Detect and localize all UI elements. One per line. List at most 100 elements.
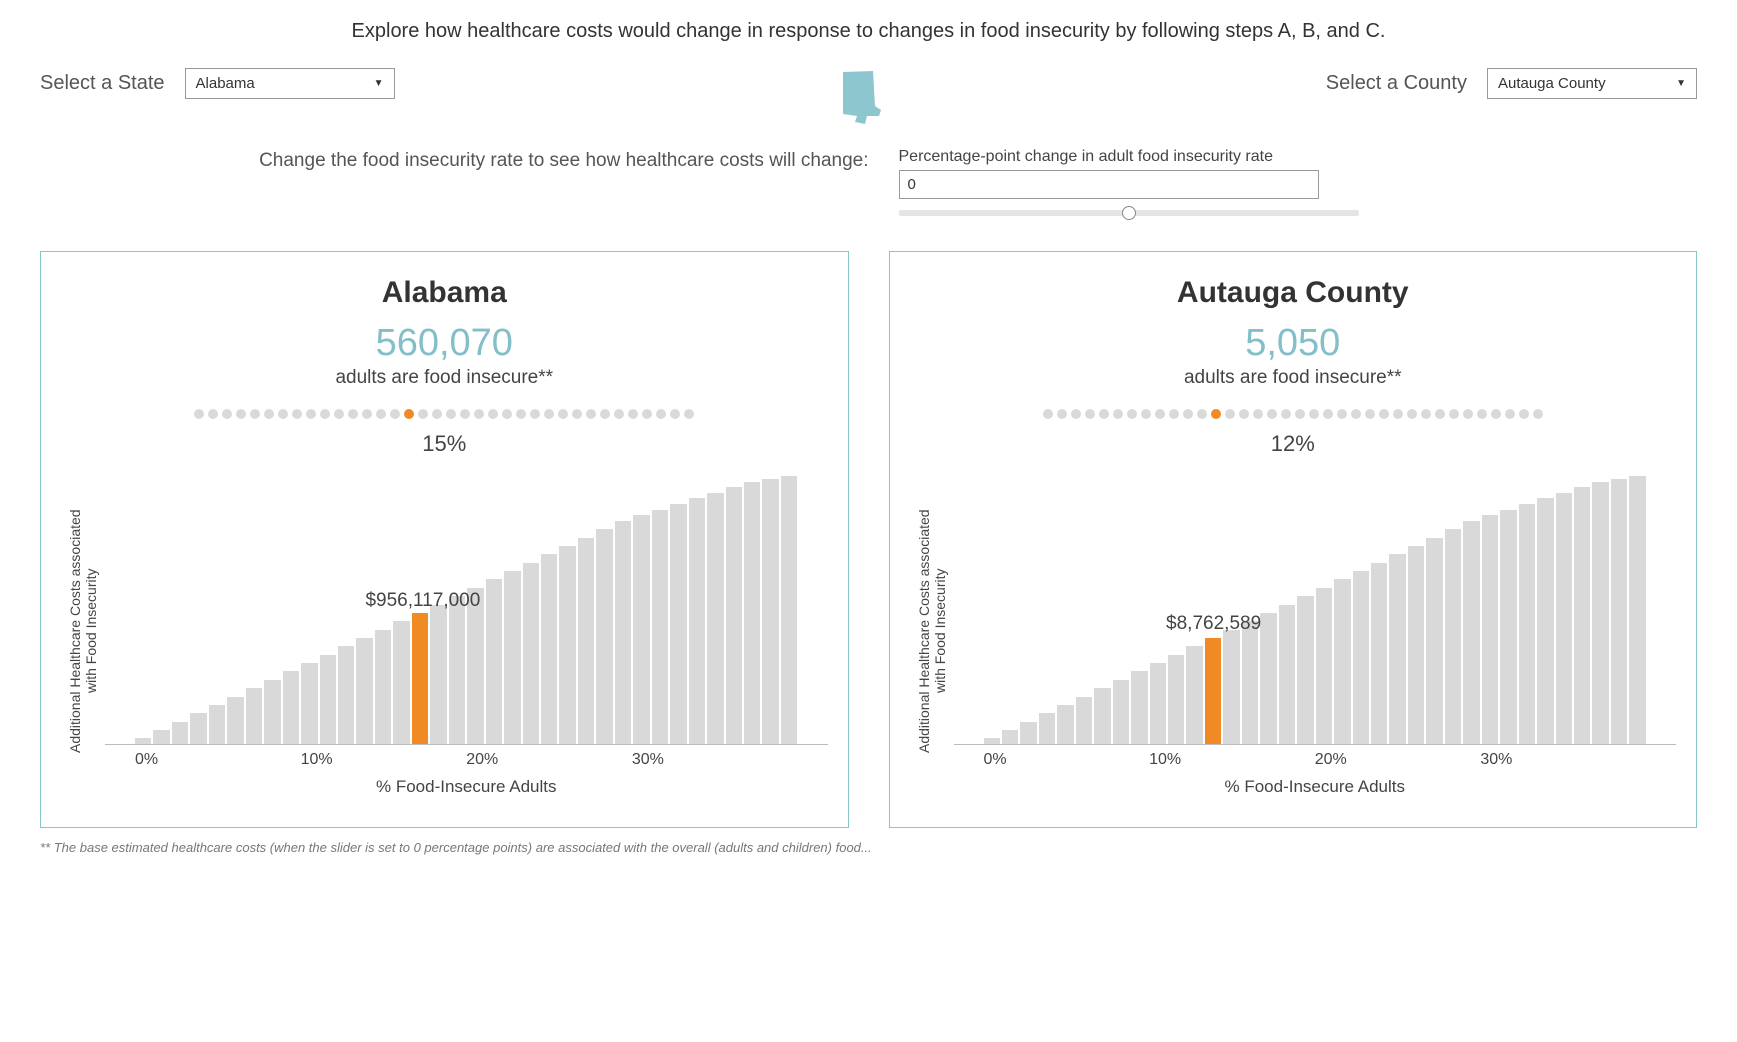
indicator-dot bbox=[1421, 409, 1431, 419]
state-dot-strip bbox=[61, 409, 828, 419]
state-x-ticks: 0%10%20%30% bbox=[105, 745, 828, 769]
indicator-dot bbox=[418, 409, 428, 419]
state-value-callout: $956,117,000 bbox=[365, 590, 480, 612]
indicator-dot bbox=[236, 409, 246, 419]
chart-bar bbox=[1279, 605, 1295, 745]
chart-bar bbox=[1334, 579, 1350, 744]
chart-bar bbox=[633, 515, 649, 744]
chart-bar bbox=[1020, 722, 1036, 744]
indicator-dot bbox=[306, 409, 316, 419]
x-tick: 30% bbox=[1480, 751, 1646, 769]
slider-thumb[interactable] bbox=[1122, 206, 1136, 220]
indicator-dot bbox=[390, 409, 400, 419]
slider-box: Percentage-point change in adult food in… bbox=[899, 148, 1698, 221]
indicator-dot bbox=[474, 409, 484, 419]
chart-bar bbox=[689, 498, 705, 744]
indicator-dot bbox=[1099, 409, 1109, 419]
chart-bar bbox=[541, 554, 557, 744]
chart-bar bbox=[246, 688, 262, 744]
indicator-dot bbox=[1141, 409, 1151, 419]
state-big-number: 560,070 bbox=[61, 322, 828, 365]
chart-bar bbox=[430, 605, 446, 745]
state-dropdown[interactable]: Alabama ▼ bbox=[185, 68, 395, 99]
chart-bar bbox=[615, 521, 631, 744]
indicator-dot bbox=[628, 409, 638, 419]
indicator-dot bbox=[250, 409, 260, 419]
indicator-dot bbox=[1449, 409, 1459, 419]
indicator-dot bbox=[670, 409, 680, 419]
indicator-dot bbox=[1505, 409, 1515, 419]
county-y-axis-label: Additional Healthcare Costs associated w… bbox=[910, 465, 954, 797]
state-chart-wrap: Additional Healthcare Costs associated w… bbox=[61, 465, 828, 797]
county-panel-title: Autauga County bbox=[910, 276, 1677, 310]
chart-bar bbox=[486, 579, 502, 744]
indicator-dot bbox=[446, 409, 456, 419]
indicator-dot bbox=[1267, 409, 1277, 419]
chart-bar bbox=[1445, 529, 1461, 744]
indicator-dot bbox=[1155, 409, 1165, 419]
county-chart-wrap: Additional Healthcare Costs associated w… bbox=[910, 465, 1677, 797]
state-silhouette bbox=[843, 71, 881, 124]
chevron-down-icon: ▼ bbox=[374, 78, 384, 89]
chart-bar bbox=[1113, 680, 1129, 744]
chevron-down-icon: ▼ bbox=[1676, 78, 1686, 89]
page-title: Explore how healthcare costs would chang… bbox=[40, 20, 1697, 43]
chart-bar bbox=[1094, 688, 1110, 744]
chart-bar bbox=[153, 730, 169, 744]
chart-bar bbox=[1260, 613, 1276, 744]
state-selector-group: Select a State Alabama ▼ bbox=[40, 68, 395, 99]
indicator-dot bbox=[1253, 409, 1263, 419]
chart-bar bbox=[283, 671, 299, 744]
indicator-dot bbox=[488, 409, 498, 419]
chart-bar bbox=[449, 596, 465, 744]
indicator-dot bbox=[1113, 409, 1123, 419]
indicator-dot bbox=[684, 409, 694, 419]
chart-bar bbox=[1205, 638, 1221, 744]
indicator-dot bbox=[1225, 409, 1235, 419]
chart-bar bbox=[375, 630, 391, 744]
chart-bar bbox=[1242, 621, 1258, 744]
chart-bar bbox=[984, 738, 1000, 744]
state-shape-icon bbox=[834, 68, 886, 128]
chart-bar bbox=[1500, 510, 1516, 744]
indicator-dot bbox=[222, 409, 232, 419]
x-tick: 10% bbox=[1149, 751, 1315, 769]
slider-prompt: Change the food insecurity rate to see h… bbox=[40, 148, 869, 175]
indicator-dot bbox=[362, 409, 372, 419]
chart-bar bbox=[356, 638, 372, 744]
chart-bar bbox=[1537, 498, 1553, 744]
indicator-dot bbox=[1491, 409, 1501, 419]
chart-bar bbox=[1150, 663, 1166, 744]
indicator-dot bbox=[1211, 409, 1221, 419]
indicator-dot bbox=[404, 409, 414, 419]
indicator-dot bbox=[502, 409, 512, 419]
indicator-dot bbox=[1183, 409, 1193, 419]
chart-bar bbox=[172, 722, 188, 744]
indicator-dot bbox=[586, 409, 596, 419]
indicator-dot bbox=[1127, 409, 1137, 419]
indicator-dot bbox=[292, 409, 302, 419]
chart-bar bbox=[1316, 588, 1332, 744]
county-dropdown[interactable]: Autauga County ▼ bbox=[1487, 68, 1697, 99]
slider-caption: Percentage-point change in adult food in… bbox=[899, 148, 1698, 166]
chart-bar bbox=[1482, 515, 1498, 744]
slider-value-input[interactable]: 0 bbox=[899, 170, 1319, 199]
indicator-dot bbox=[600, 409, 610, 419]
chart-bar bbox=[301, 663, 317, 744]
chart-bar bbox=[264, 680, 280, 744]
chart-bar bbox=[1574, 487, 1590, 744]
chart-bar bbox=[744, 482, 760, 744]
slider-track[interactable] bbox=[899, 205, 1359, 221]
chart-bar bbox=[652, 510, 668, 744]
indicator-dot bbox=[348, 409, 358, 419]
indicator-dot bbox=[1169, 409, 1179, 419]
chart-bar bbox=[338, 646, 354, 744]
indicator-dot bbox=[460, 409, 470, 419]
x-tick: 0% bbox=[984, 751, 1150, 769]
chart-bar bbox=[1389, 554, 1405, 744]
chart-bar bbox=[1297, 596, 1313, 744]
chart-bar bbox=[190, 713, 206, 744]
chart-bar bbox=[1186, 646, 1202, 744]
county-bars bbox=[954, 465, 1677, 745]
indicator-dot bbox=[1323, 409, 1333, 419]
